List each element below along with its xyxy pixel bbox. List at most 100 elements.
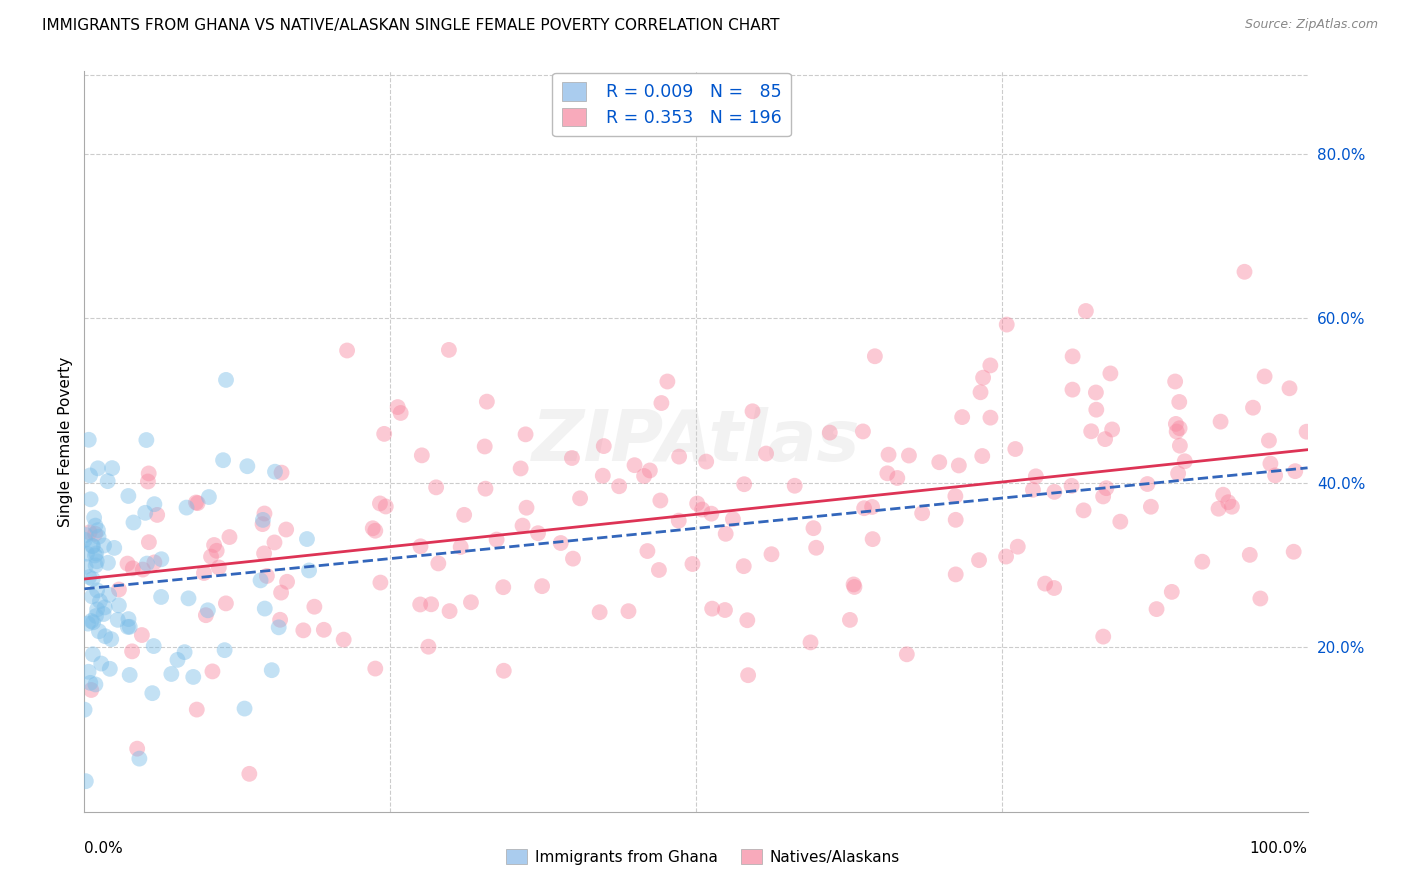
Point [1004,442,1026,456]
Point [876,467,898,481]
Point [176,500,198,515]
Point [107,613,129,627]
Point [690,502,713,516]
Point [253,601,276,615]
Point [818,425,841,440]
Point [633,469,655,483]
Point [799,635,821,649]
Point [737,668,759,682]
Point [515,500,537,515]
Point [550,536,572,550]
Point [569,491,592,506]
Point [1258,434,1281,448]
Point [252,517,274,532]
Point [150,552,173,566]
Point [276,523,298,537]
Point [260,663,283,677]
Point [702,601,724,615]
Point [1260,457,1282,471]
Point [181,670,204,684]
Point [298,563,321,577]
Point [945,513,967,527]
Point [84,609,107,624]
Point [1191,555,1213,569]
Point [972,370,994,384]
Point [714,526,737,541]
Point [93,600,115,615]
Point [84,677,107,691]
Point [236,459,259,474]
Point [364,524,387,538]
Text: IMMIGRANTS FROM GHANA VS NATIVE/ALASKAN SINGLE FEMALE POVERTY CORRELATION CHART: IMMIGRANTS FROM GHANA VS NATIVE/ALASKAN … [42,18,780,33]
Point [389,406,412,420]
Point [1146,602,1168,616]
Point [979,359,1001,373]
Point [886,471,908,485]
Point [1278,381,1301,395]
Point [368,496,391,510]
Point [474,440,496,454]
Point [460,595,482,609]
Point [995,318,1018,332]
Point [312,623,335,637]
Point [263,535,285,549]
Point [1043,484,1066,499]
Point [783,479,806,493]
Point [638,463,661,477]
Point [186,702,208,716]
Point [714,603,737,617]
Point [79,676,101,690]
Point [77,665,100,679]
Point [803,521,825,535]
Point [485,533,508,547]
Point [648,563,671,577]
Point [292,624,315,638]
Point [636,544,658,558]
Point [945,567,967,582]
Point [98,588,121,602]
Point [531,579,554,593]
Point [562,551,585,566]
Point [146,508,169,522]
Point [967,553,990,567]
Point [103,541,125,555]
Point [101,461,124,475]
Point [208,560,231,574]
Point [82,590,104,604]
Point [82,539,104,553]
Point [77,570,100,584]
Point [475,394,498,409]
Point [453,508,475,522]
Point [418,640,440,654]
Point [84,546,107,560]
Point [862,532,884,546]
Point [1164,375,1187,389]
Point [249,574,271,588]
Point [150,590,173,604]
Point [79,468,101,483]
Point [695,454,717,468]
Point [948,458,970,473]
Point [132,563,155,577]
Point [1208,501,1230,516]
Point [668,514,690,528]
Point [686,496,709,510]
Point [84,518,107,533]
Point [270,466,292,480]
Point [87,523,110,537]
Point [804,541,827,555]
Point [733,559,755,574]
Point [98,662,121,676]
Point [1264,468,1286,483]
Point [969,385,991,400]
Point [84,549,107,563]
Point [1033,576,1056,591]
Point [721,512,744,526]
Point [1295,425,1317,439]
Point [73,703,96,717]
Point [87,624,110,639]
Point [93,607,115,621]
Point [201,665,224,679]
Point [1209,415,1232,429]
Point [94,629,117,643]
